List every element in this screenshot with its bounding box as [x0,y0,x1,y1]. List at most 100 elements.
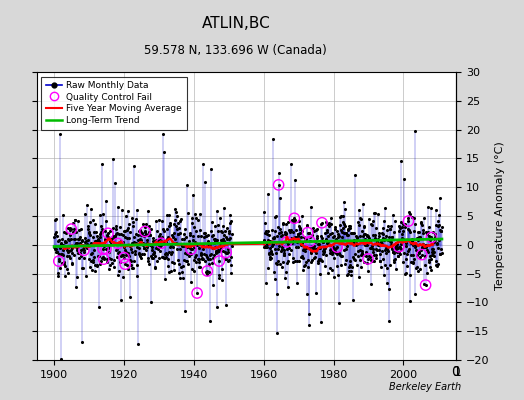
Point [130,251,139,258]
Point [120,244,128,250]
Point [413,252,421,258]
Point [377,248,386,254]
Point [79,242,87,248]
Point [405,226,413,233]
Point [331,226,339,232]
Point [134,232,142,238]
Point [100,243,108,249]
Point [395,244,403,250]
Point [212,248,220,255]
Point [271,214,280,220]
Point [274,224,282,230]
Point [78,265,86,272]
Point [343,272,351,279]
Point [321,245,329,251]
Point [143,244,151,250]
Point [102,218,110,224]
Point [363,232,372,238]
Point [59,212,68,218]
Point [337,212,345,219]
Point [375,251,384,257]
Point [357,228,366,234]
Point [197,251,205,258]
Point [359,230,368,237]
Point [89,256,97,263]
Point [289,254,298,261]
Point [281,221,290,227]
Point [205,252,214,258]
Point [397,219,406,226]
Point [53,249,61,256]
Point [163,226,171,233]
Point [227,231,236,238]
Point [190,257,199,264]
Point [69,243,78,249]
Point [91,262,99,268]
Point [157,241,165,248]
Point [311,227,320,233]
Point [340,247,348,253]
Point [86,258,95,264]
Point [81,235,89,242]
Point [200,251,208,257]
Point [123,235,131,242]
Point [307,250,315,256]
Point [283,241,292,248]
Point [218,266,226,272]
Point [140,245,149,252]
Point [57,356,65,362]
Point [215,274,223,281]
Point [155,255,163,261]
Point [114,272,123,278]
Point [155,217,163,223]
Point [194,233,202,239]
Point [340,230,348,236]
Point [405,246,413,252]
Point [97,223,105,229]
Point [151,264,159,271]
Point [407,259,415,265]
Point [60,228,68,235]
Point [88,250,96,256]
Point [286,228,294,235]
Point [172,208,181,215]
Point [62,239,70,245]
Point [57,240,66,246]
Point [222,256,230,262]
Point [112,247,121,253]
Point [58,246,67,253]
Point [276,261,284,267]
Point [75,227,83,233]
Point [56,264,64,271]
Point [115,224,124,230]
Point [414,237,422,244]
Point [64,236,73,243]
Point [437,228,445,234]
Point [200,234,209,240]
Point [271,228,279,234]
Point [123,227,132,233]
Point [119,228,128,234]
Point [306,238,314,245]
Point [315,241,323,247]
Point [149,238,158,244]
Point [167,251,175,258]
Point [410,215,419,222]
Point [171,206,179,212]
Point [106,238,114,244]
Point [345,264,353,270]
Point [345,268,353,274]
Point [421,253,429,259]
Point [68,244,76,251]
Point [194,258,203,265]
Point [114,240,122,247]
Point [368,246,377,252]
Point [354,219,363,226]
Point [114,204,123,211]
Point [313,226,321,232]
Point [216,214,225,221]
Point [214,228,222,234]
Point [219,223,227,230]
Point [105,255,113,262]
Point [137,228,145,235]
